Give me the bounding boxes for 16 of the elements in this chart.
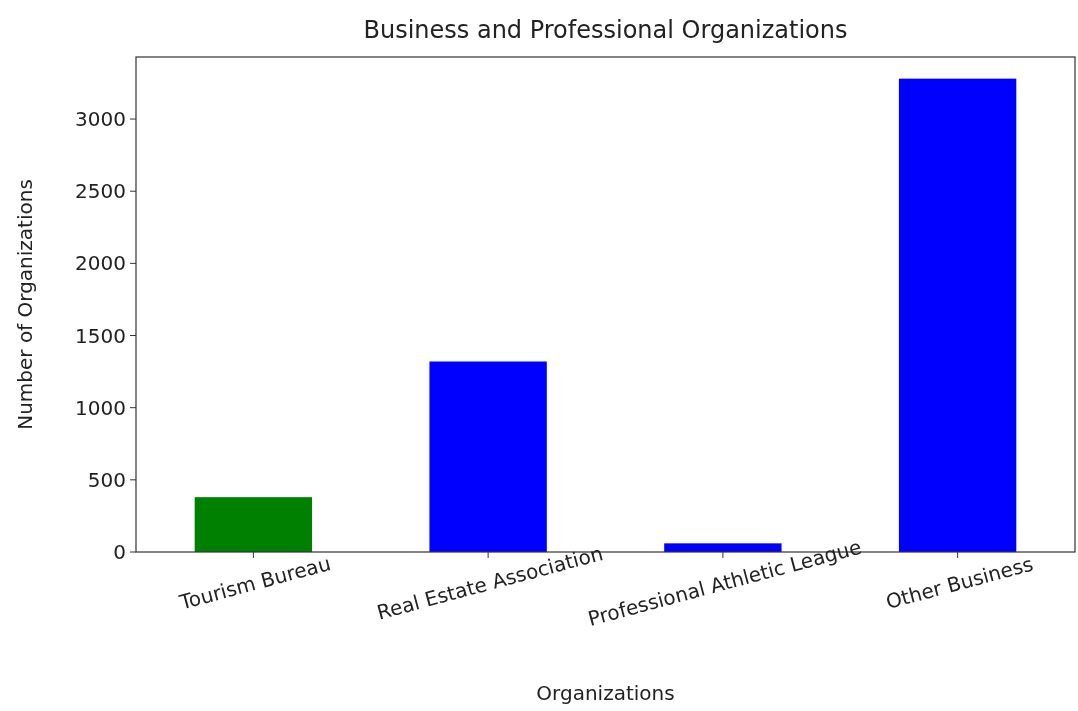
bar <box>194 497 313 552</box>
bar <box>664 543 782 552</box>
y-tick-label: 1500 <box>75 323 126 348</box>
y-tick-label: 1000 <box>75 395 126 420</box>
y-tick-label: 500 <box>87 467 126 492</box>
y-tick-label: 3000 <box>75 107 126 132</box>
x-tick-label: Tourism Bureau <box>176 551 334 615</box>
chart-title: Business and Professional Organizations <box>363 16 848 44</box>
x-axis-title: Organizations <box>536 681 675 705</box>
y-axis-title: Number of Organizations <box>13 179 37 430</box>
y-tick-label: 0 <box>113 540 126 564</box>
bar <box>429 361 547 552</box>
y-tick-label: 2500 <box>75 179 126 204</box>
x-tick-label: Other Business <box>883 551 1036 614</box>
y-tick-label: 2000 <box>75 251 126 276</box>
bar <box>898 78 1017 552</box>
